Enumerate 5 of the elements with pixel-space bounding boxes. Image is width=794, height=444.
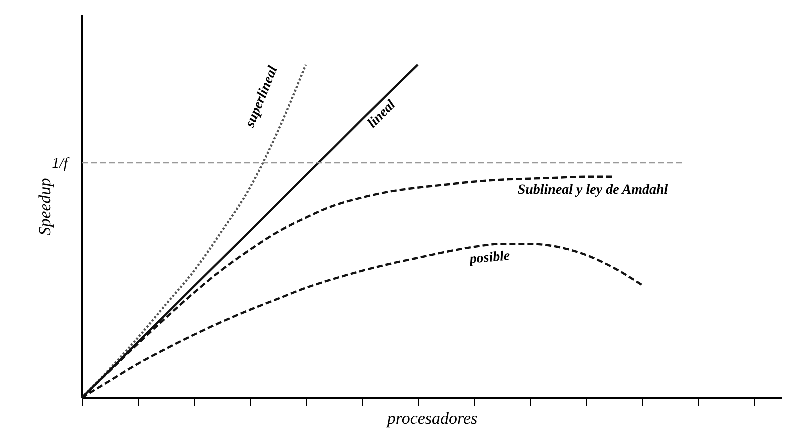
y-axis-title: Speedup: [36, 178, 54, 236]
ref-line-label: 1/f: [52, 156, 70, 172]
series-label: Sublineal y ley de Amdahl: [518, 182, 668, 198]
x-axis-title: procesadores: [386, 409, 478, 428]
series-label: posible: [468, 249, 511, 268]
